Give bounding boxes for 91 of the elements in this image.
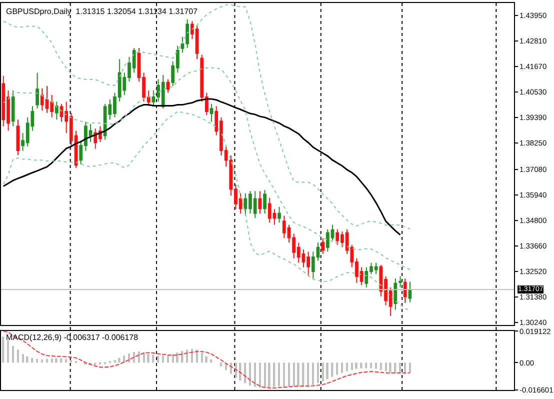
bar	[380, 362, 382, 370]
bar	[196, 350, 198, 363]
bar	[235, 362, 237, 378]
bar	[70, 360, 72, 363]
bar	[331, 362, 334, 377]
candlestick	[11, 90, 15, 127]
bar	[176, 352, 178, 363]
bar	[326, 362, 328, 380]
candlestick	[403, 278, 407, 304]
candlestick	[278, 206, 281, 223]
bar	[51, 358, 53, 363]
bar	[201, 352, 203, 363]
bar	[307, 362, 310, 386]
bar	[143, 352, 145, 363]
bar	[341, 362, 343, 374]
bar	[2, 336, 4, 363]
candlestick	[398, 276, 402, 288]
bar	[317, 362, 319, 384]
bar	[46, 358, 48, 363]
bar	[254, 362, 256, 387]
bar	[55, 358, 58, 363]
bar	[17, 350, 19, 363]
bar	[133, 352, 135, 363]
candlestick	[394, 278, 398, 310]
bar	[404, 362, 406, 374]
bar	[278, 362, 280, 386]
bar	[114, 360, 116, 363]
bar	[60, 358, 62, 363]
bar	[297, 362, 300, 386]
candlestick	[36, 72, 39, 109]
candlestick	[258, 190, 262, 214]
bar	[370, 362, 372, 368]
bar	[22, 354, 24, 363]
bar	[157, 356, 160, 363]
bar	[220, 362, 222, 366]
candlestick	[210, 103, 214, 122]
bar	[118, 358, 120, 363]
candlestick	[54, 101, 58, 120]
bar	[389, 362, 392, 372]
bar	[312, 362, 314, 385]
bar	[322, 362, 324, 382]
bar	[360, 362, 362, 368]
line-series	[2, 4, 410, 230]
bar	[239, 362, 242, 380]
bar	[268, 362, 270, 388]
bar	[259, 362, 261, 388]
candlestick	[408, 281, 412, 303]
bar	[147, 354, 150, 363]
bar	[385, 362, 387, 372]
line-series	[2, 67, 410, 270]
bar	[65, 358, 68, 363]
bar	[172, 354, 174, 363]
bar	[191, 348, 193, 363]
bar	[12, 346, 14, 363]
bar	[186, 350, 188, 363]
bar	[283, 362, 285, 387]
bar	[264, 362, 266, 388]
chart-title: MACD(12,26,9) -0.006317 -0.006178	[6, 333, 139, 342]
bar	[351, 362, 353, 370]
text: GBPUSDpro,Daily 1.31315 1.32054 1.31134 1.31707	[6, 7, 198, 16]
bar	[394, 362, 396, 374]
bar	[7, 340, 9, 363]
bar	[346, 362, 348, 372]
bar	[336, 362, 338, 375]
bar	[273, 362, 276, 387]
line-series	[2, 331, 410, 388]
bar	[288, 362, 290, 387]
bar	[36, 358, 38, 363]
bar	[293, 362, 295, 386]
bar	[230, 362, 232, 374]
bar	[409, 362, 411, 374]
candlestick	[16, 119, 20, 156]
bar	[302, 362, 304, 386]
bar	[375, 362, 377, 369]
bar	[41, 359, 43, 363]
bar	[205, 356, 208, 363]
bar	[210, 359, 212, 363]
bar	[26, 356, 28, 363]
bar	[399, 362, 401, 374]
bar	[249, 362, 251, 386]
line-series	[2, 111, 410, 311]
candlestick	[263, 190, 266, 214]
candlestick	[321, 238, 325, 254]
bar	[152, 354, 154, 363]
bar	[138, 351, 140, 363]
bar	[162, 356, 164, 363]
bar	[128, 353, 130, 363]
bar	[355, 362, 358, 369]
bar	[167, 355, 169, 363]
candlestick	[166, 78, 170, 94]
bar	[365, 362, 368, 368]
